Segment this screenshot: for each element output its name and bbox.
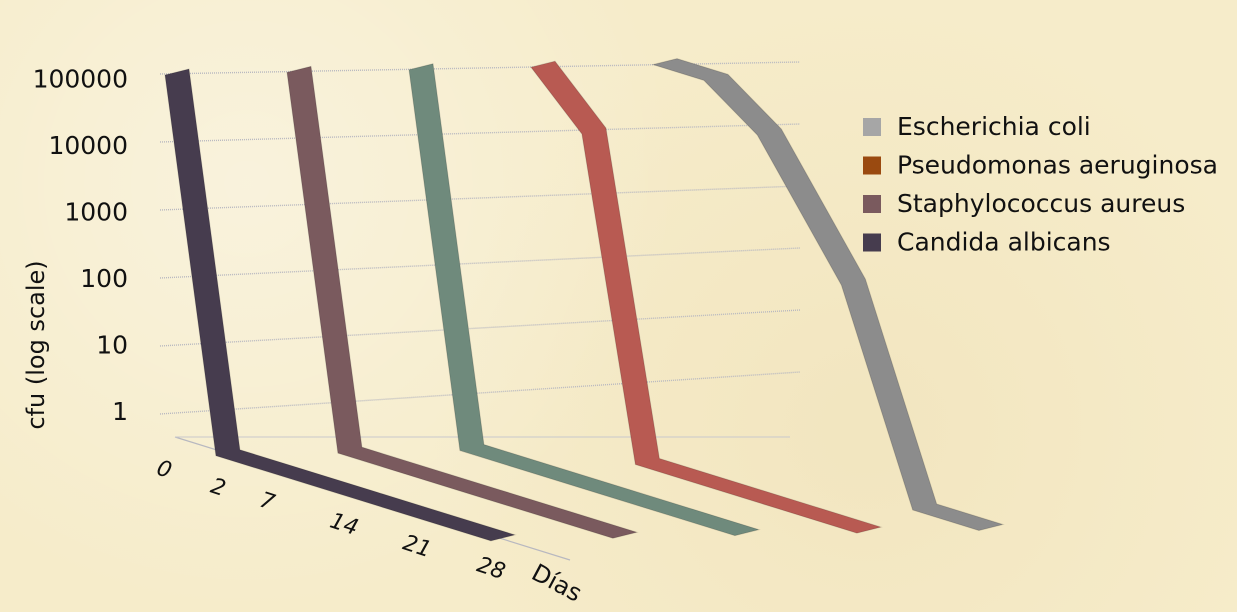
legend-swatch: [863, 156, 881, 175]
y-tick-label: 1: [112, 397, 128, 426]
ribbon: [651, 58, 1005, 531]
legend-label: Staphylococcus aureus: [897, 189, 1185, 218]
y-tick-labels: 1 10 100 1000 10000 100000: [33, 65, 128, 427]
ribbon: [164, 68, 517, 542]
y-tick-label: 100: [80, 264, 128, 293]
gridline: [159, 61, 801, 75]
series-staphylococcus-aureus: [286, 65, 639, 539]
y-tick-label: 10: [96, 331, 128, 360]
series-escherichia-coli: [651, 58, 1005, 531]
x-tick-label: 2: [207, 474, 228, 502]
legend-label: Escherichia coli: [897, 112, 1091, 141]
legend-label: Pseudomonas aeruginosa: [897, 151, 1218, 180]
series-pseudomonas-aeruginosa: [530, 60, 883, 534]
legend-swatch: [863, 195, 881, 213]
gridline: [159, 309, 801, 347]
gridline: [159, 123, 801, 143]
ribbon: [530, 60, 883, 534]
x-axis-label: Días: [527, 558, 586, 607]
ribbon: [286, 65, 639, 539]
series-unlabeled: [408, 63, 761, 537]
y-tick-label: 100000: [33, 65, 128, 94]
y-tick-label: 10000: [48, 131, 128, 160]
x-tick-label: 21: [400, 531, 434, 563]
x-tick-label: 7: [256, 488, 277, 516]
legend-swatch: [863, 118, 881, 136]
legend-label: Candida albicans: [897, 228, 1111, 257]
y-axis-label: cfu (log scale): [22, 260, 50, 429]
series-candida-albicans: [164, 68, 517, 542]
x-tick-label: 0: [153, 456, 174, 484]
x-tick-label: 28: [474, 553, 508, 585]
data-ribbons: [164, 58, 1005, 542]
gridline: [159, 247, 801, 279]
x-tick-label: 14: [327, 509, 361, 541]
gridline: [159, 185, 801, 211]
legend: Escherichia coli Pseudomonas aeruginosa St…: [863, 112, 1218, 257]
gridline: [159, 371, 801, 415]
ribbon: [408, 63, 761, 537]
legend-swatch: [863, 233, 881, 252]
y-tick-label: 1000: [64, 198, 128, 227]
